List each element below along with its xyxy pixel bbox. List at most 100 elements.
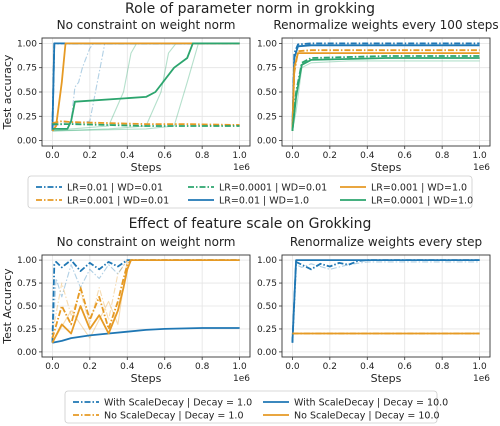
legend-bottom-label: No ScaleDecay | Decay = 1.0: [104, 411, 244, 422]
chart-4-x-offset-label: 1e6: [473, 374, 490, 384]
chart-2-title: Renormalize weights every 100 steps: [273, 18, 498, 32]
chart-4-x-axis-label: Steps: [371, 372, 402, 385]
chart-3-faint-run-line: [51, 259, 240, 343]
chart-1-xtick-label: 0.4: [120, 151, 135, 161]
chart-2-faint-run-line: [291, 60, 480, 132]
chart-2-x-axis-label: Steps: [371, 161, 402, 174]
legend-top-label: LR=0.0001 | WD=1.0: [371, 196, 473, 207]
chart-4-xtick-label: 0.0: [285, 362, 300, 372]
chart-1-series-line-2: [51, 42, 240, 131]
chart-4-xtick-label: 0.6: [398, 362, 413, 372]
chart-1-series-line-4: [51, 42, 240, 132]
legend-top-label: LR=0.0001 | WD=0.01: [219, 183, 327, 194]
chart-3-xtick-label: 0.4: [120, 362, 135, 372]
chart-3-series-line-3: [51, 259, 240, 339]
chart-4-series-line-1: [291, 259, 480, 343]
chart-4-title: Renormalize weights every step: [290, 235, 482, 249]
chart-1-frame: [41, 37, 251, 147]
chart-2-ytick-label: 0.75: [257, 64, 277, 74]
chart-1-y-axis-label: Test accuracy: [1, 54, 14, 130]
chart-4-ytick-label: 1.00: [257, 256, 277, 266]
chart-1-series-line-5: [52, 123, 240, 127]
chart-1-ytick-label: 0.00: [17, 137, 37, 147]
chart-3-xtick-label: 0.0: [45, 362, 60, 372]
chart-4-xtick-label: 0.8: [435, 362, 450, 372]
chart-4-xtick-label: 1.0: [472, 362, 487, 372]
chart-1-x-axis-label: Steps: [131, 161, 162, 174]
chart-3-ytick-label: 0.50: [17, 302, 37, 312]
chart-1-faint-run-line: [52, 42, 240, 127]
chart-4-ytick-label: 0.50: [257, 302, 277, 312]
chart-1-ytick-label: 0.50: [17, 88, 37, 98]
chart-3-title: No constraint on weight norm: [57, 235, 236, 249]
chart-3-ytick-label: 0.25: [17, 325, 37, 335]
chart-1-title: No constraint on weight norm: [57, 18, 236, 32]
chart-4-series-line-2: [291, 259, 480, 343]
chart-2-xtick-label: 0.8: [435, 151, 450, 161]
chart-3-ytick-label: 0.75: [17, 279, 37, 289]
chart-4-xtick-label: 0.2: [323, 362, 337, 372]
chart-2-ytick-label: 0.00: [257, 137, 277, 147]
chart-1-faint-run-line: [52, 42, 240, 132]
legend-top-label: LR=0.01 | WD=0.01: [67, 183, 163, 194]
legend-top: LR=0.01 | WD=0.01 LR=0.001 | WD=0.01 LR=0.…: [27, 175, 473, 209]
chart-2-series-line-5: [291, 55, 480, 131]
chart-1-xtick-label: 0.2: [83, 151, 97, 161]
chart-3-y-axis-label: Test Accuracy: [1, 268, 14, 345]
legend-bottom-box: [64, 390, 438, 424]
chart-1-faint-run-line: [52, 42, 240, 132]
chart-panel-bottom-left: No constraint on weight norm 0.0 0.2 0.4 0.6…: [1, 235, 251, 385]
legend-top-label: LR=0.001 | WD=0.01: [67, 196, 169, 207]
chart-2-xtick-label: 0.4: [360, 151, 375, 161]
chart-3-x-axis-label: Steps: [131, 372, 162, 385]
legend-bottom: With ScaleDecay | Decay = 1.0 No ScaleDec…: [64, 390, 448, 424]
chart-3-ytick-label: 0.00: [17, 348, 37, 358]
chart-2-series-line-4: [291, 52, 480, 131]
chart-2-ytick-label: 1.00: [257, 39, 277, 49]
chart-4-xtick-label: 0.4: [360, 362, 375, 372]
chart-3-xtick-label: 0.6: [158, 362, 173, 372]
chart-1-faint-run-line: [52, 42, 240, 132]
chart-2-ytick-label: 0.25: [257, 112, 277, 122]
chart-4-ytick-label: 0.25: [257, 325, 277, 335]
chart-panel-bottom-right: Renormalize weights every step 0.0 0.2 0.4 0…: [257, 235, 491, 385]
legend-bottom-label: With ScaleDecay | Decay = 1.0: [104, 398, 252, 409]
chart-4-ytick-label: 0.00: [257, 348, 277, 358]
chart-2-xtick-label: 0.2: [323, 151, 337, 161]
chart-3-xtick-label: 0.8: [195, 362, 210, 372]
bottom-figure-title: Effect of feature scale on Grokking: [129, 216, 372, 232]
chart-1-x-offset-label: 1e6: [233, 163, 250, 173]
chart-1-ytick-label: 1.00: [17, 39, 37, 49]
legend-top-label: LR=0.001 | WD=1.0: [371, 183, 467, 194]
chart-3-xtick-label: 0.2: [83, 362, 97, 372]
chart-3-ytick-label: 1.00: [17, 256, 37, 266]
chart-4-ytick-label: 0.75: [257, 279, 277, 289]
chart-3-series-line-1: [51, 259, 240, 343]
chart-1-xtick-label: 0.6: [158, 151, 173, 161]
chart-1-ytick-label: 0.75: [17, 64, 37, 74]
legend-bottom-label: With ScaleDecay | Decay = 10.0: [294, 398, 448, 409]
chart-2-ytick-label: 0.50: [257, 88, 277, 98]
chart-3-series-line-4: [51, 259, 240, 344]
chart-3-x-offset-label: 1e6: [233, 374, 250, 384]
legend-top-label: LR=0.01 | WD=1.0: [219, 196, 309, 207]
chart-panel-top-right: Renormalize weights every 100 steps 0.0 0.…: [257, 18, 499, 174]
top-figure-title: Role of parameter norm in grokking: [125, 1, 375, 17]
chart-1-xtick-label: 0.0: [45, 151, 60, 161]
chart-3-xtick-label: 1.0: [232, 362, 247, 372]
chart-2-frame: [281, 37, 491, 147]
chart-2-series-line-6: [291, 57, 480, 131]
chart-2-xtick-label: 0.0: [285, 151, 300, 161]
chart-1-series-line-3: [52, 120, 240, 126]
legend-bottom-label: No ScaleDecay | Decay = 10.0: [294, 411, 440, 422]
chart-1-faint-run-line: [52, 42, 240, 127]
chart-3-series-line-2: [52, 327, 240, 344]
chart-1-series-line-6: [52, 42, 240, 130]
chart-2-x-offset-label: 1e6: [473, 163, 490, 173]
chart-1-xtick-label: 0.8: [195, 151, 210, 161]
chart-4-frame: [281, 254, 491, 358]
chart-panel-top-left: No constraint on weight norm 0.0 0.2 0.4 0.6…: [1, 18, 251, 174]
chart-3-frame: [41, 254, 251, 358]
chart-4-faint-run-line: [291, 261, 480, 343]
